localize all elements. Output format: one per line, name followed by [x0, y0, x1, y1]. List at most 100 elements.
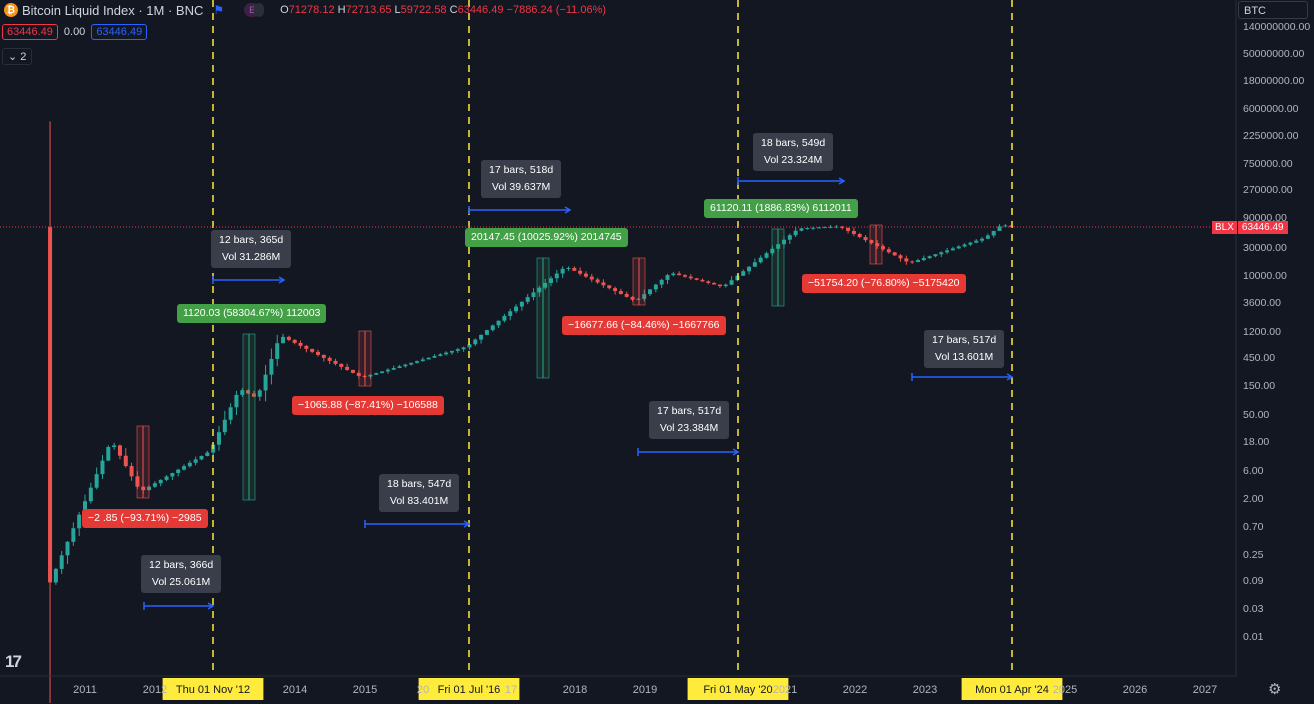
range-label[interactable]: 12 bars, 366d Vol 25.061M [141, 555, 222, 593]
flag-icon[interactable]: ⚑ [213, 3, 225, 17]
change-label[interactable]: 61120.11 (1886.83%) 6112011 [704, 199, 858, 218]
open-value: 71278.12 [288, 4, 335, 16]
candle-body [257, 390, 262, 397]
range-label[interactable]: 18 bars, 547d Vol 83.401M [379, 474, 460, 512]
x-tick-label: 17 [505, 684, 517, 696]
candle-body [496, 320, 501, 326]
symbol-title[interactable]: Bitcoin Liquid Index · 1M · BNC [22, 2, 204, 18]
y-tick-label: 150.00 [1243, 380, 1275, 392]
candle-body [560, 268, 565, 274]
range-bars: 18 bars, 547d [387, 478, 452, 490]
candle-body [455, 349, 460, 351]
candle-body [572, 267, 577, 271]
candle-body [187, 462, 192, 467]
candle-body [624, 293, 629, 297]
range-volume: Vol 25.061M [151, 576, 211, 588]
range-label[interactable]: 17 bars, 517d Vol 13.601M [924, 330, 1005, 368]
candle-body [706, 281, 711, 283]
halving-date-box [162, 678, 264, 700]
candle-body [665, 275, 670, 280]
candle-body [834, 226, 839, 228]
candle-body [514, 306, 519, 312]
candle-body [968, 242, 973, 245]
buy-price-box[interactable]: 63446.49 [91, 24, 148, 40]
candle-body [828, 226, 833, 228]
range-label[interactable]: 12 bars, 365d Vol 31.286M [211, 230, 292, 268]
range-arrow-head [207, 602, 215, 610]
last-price-tag: BLX 63446.49 [1212, 221, 1288, 234]
range-arrow-head [1006, 373, 1014, 381]
indicators-toggle[interactable]: ⌄ 2 [2, 48, 33, 65]
y-tick-label: 2250000.00 [1243, 130, 1299, 142]
y-tick-label: 2.00 [1243, 493, 1264, 505]
candle-body [176, 469, 181, 474]
candle-body [420, 359, 425, 362]
y-tick-label: 18000000.00 [1243, 75, 1304, 87]
candle-body [327, 357, 332, 361]
candle-body [83, 501, 87, 515]
change-label[interactable]: −51754.20 (−76.80%) −5175420 [802, 274, 966, 293]
candle-body [409, 362, 414, 365]
candle-body [170, 473, 175, 477]
change-label[interactable]: −2 .85 (−93.71%) −2985 [82, 509, 208, 528]
y-tick-label: 18.00 [1243, 436, 1269, 448]
legend-header: ₿ Bitcoin Liquid Index · 1M · BNC ⚑ E O7… [0, 0, 606, 20]
range-label[interactable]: 17 bars, 517d Vol 23.384M [649, 401, 730, 439]
candle-body [985, 235, 990, 239]
candle-body [851, 230, 856, 234]
tradingview-logo-icon[interactable]: 17 [5, 652, 22, 671]
range-bars: 17 bars, 517d [932, 334, 997, 346]
range-label[interactable]: 18 bars, 549d Vol 23.324M [753, 133, 834, 171]
candle-body [339, 363, 344, 367]
sell-price-box[interactable]: 63446.49 [2, 24, 58, 40]
candle-body [991, 230, 996, 236]
candle-body [222, 419, 227, 433]
change-value: −7886.24 (−11.06%) [506, 4, 607, 16]
candle-body [444, 352, 449, 355]
gear-icon[interactable]: ⚙ [1268, 681, 1282, 698]
candle-body [479, 334, 484, 340]
y-tick-label: 0.70 [1243, 521, 1264, 533]
candle-body [467, 344, 472, 348]
candle-body [549, 278, 553, 283]
change-label[interactable]: 1120.03 (58304.67%) 112003 [177, 304, 327, 323]
candle-body [106, 447, 111, 461]
currency-select[interactable]: BTC [1238, 1, 1308, 19]
candle-body [333, 360, 338, 364]
candle-body [927, 256, 932, 259]
x-tick-label: 2018 [563, 684, 587, 696]
halving-date-box [961, 678, 1063, 700]
y-tick-label: 1200.00 [1243, 326, 1281, 338]
range-bars: 12 bars, 365d [219, 234, 284, 246]
x-axis: 2011 2012 2014 2015 2018 2019 2021 2022 2023 2025… [73, 684, 1217, 696]
halving-date-label: Fri 01 May '20 [703, 684, 772, 696]
candle-body [88, 487, 93, 502]
candle-body [94, 474, 99, 488]
candle-body [618, 291, 623, 294]
y-tick-label: 140000000.00 [1243, 21, 1310, 33]
change-label[interactable]: −1065.88 (−87.41%) −106588 [292, 396, 444, 415]
candle-body [677, 273, 682, 276]
candle-body [199, 455, 204, 460]
halving-date-label: Fri 01 Jul '16 [438, 684, 501, 696]
candle-body [310, 348, 315, 352]
range-label[interactable]: 17 bars, 518d Vol 39.637M [481, 160, 562, 198]
candle-body [950, 248, 955, 251]
y-tick-label: 750000.00 [1243, 158, 1293, 170]
candle-body [432, 356, 437, 358]
range-volume: Vol 31.286M [221, 251, 281, 263]
x-tick-label: 2026 [1123, 684, 1147, 696]
candle-body [519, 301, 524, 307]
change-label[interactable]: −16677.66 (−84.46%) −1667766 [562, 316, 726, 335]
candle-body [613, 288, 618, 292]
candle-body [712, 282, 717, 285]
candle-body [240, 390, 245, 395]
candle-body [799, 228, 804, 231]
candle-body [345, 366, 350, 370]
candle-body [152, 483, 157, 487]
range-measures [136, 177, 1014, 610]
indicators-count: 2 [20, 51, 27, 63]
change-label[interactable]: 20147.45 (10025.92%) 2014745 [465, 228, 628, 247]
candle-body [805, 228, 810, 230]
